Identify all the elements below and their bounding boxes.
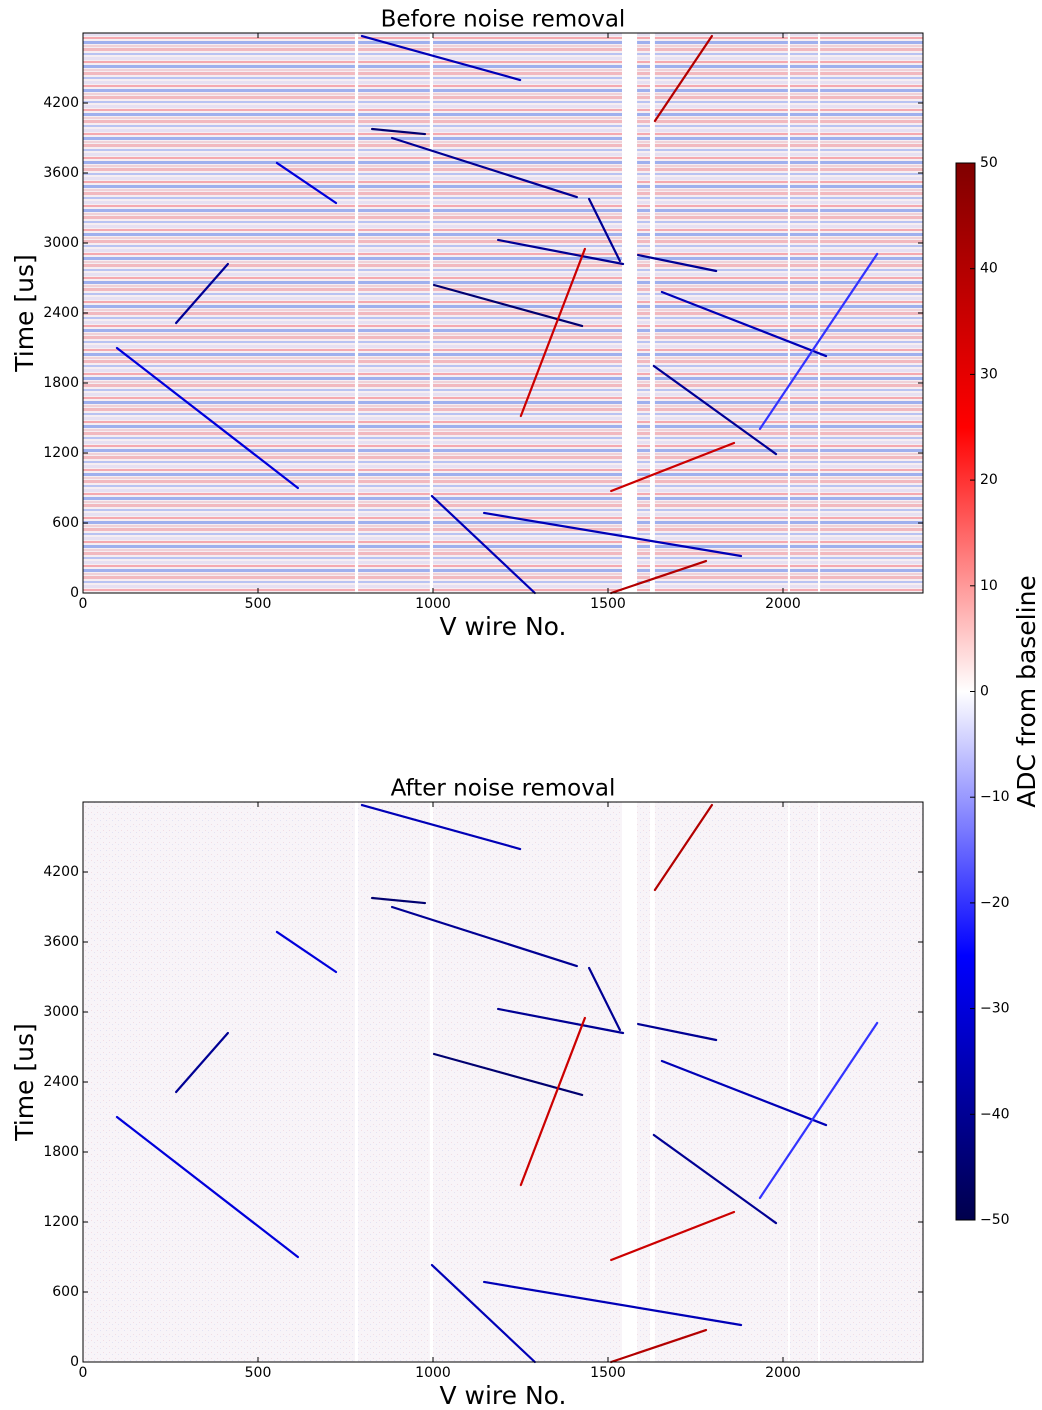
y-tick-label: 1800: [43, 1144, 79, 1160]
track: [758, 1021, 879, 1200]
dead-wire-band: [354, 802, 359, 1362]
track: [758, 252, 879, 431]
dead-wire-band: [622, 33, 638, 593]
track: [483, 1280, 743, 1327]
track: [519, 247, 587, 418]
plot-background: [83, 33, 923, 593]
colorbar-tick-label: 30: [980, 366, 998, 382]
x-tick-label: 500: [245, 1365, 272, 1381]
plot-background: [83, 802, 923, 1362]
track: [275, 161, 338, 205]
track: [652, 364, 778, 456]
track: [371, 896, 427, 905]
x-tick-label: 0: [79, 1365, 88, 1381]
colorbar-tick-label: −30: [980, 1001, 1010, 1017]
dead-wire-band: [650, 802, 655, 1362]
colorbar-tick-label: 0: [980, 684, 989, 700]
track: [610, 441, 736, 493]
y-tick-label: 600: [52, 515, 79, 531]
track: [115, 346, 299, 490]
colorbar-tick-label: −20: [980, 895, 1010, 911]
track: [390, 905, 578, 968]
y-tick-label: 3600: [43, 934, 79, 950]
track: [610, 1210, 736, 1262]
track: [636, 253, 718, 273]
dead-wire-band: [429, 33, 433, 593]
y-tick-label: 0: [70, 585, 79, 601]
colorbar-tick-label: 10: [980, 578, 998, 594]
track: [497, 1007, 625, 1035]
x-axis-label: V wire No.: [439, 1381, 566, 1410]
track: [519, 1016, 587, 1187]
track: [175, 1031, 229, 1094]
y-tick-label: 3000: [43, 1004, 79, 1020]
x-tick-label: 1500: [590, 1365, 626, 1381]
track: [371, 127, 427, 136]
track: [587, 966, 622, 1032]
track: [660, 290, 828, 358]
chart-title: After noise removal: [391, 776, 616, 802]
y-tick-label: 3600: [43, 165, 79, 181]
track: [390, 136, 578, 199]
track: [430, 1263, 536, 1364]
y-tick-label: 1200: [43, 445, 79, 461]
dead-wire-band: [818, 33, 821, 593]
colorbar-tick-label: 20: [980, 472, 998, 488]
colorbar-tick-label: −40: [980, 1106, 1010, 1122]
track: [610, 559, 708, 595]
y-tick-label: 0: [70, 1354, 79, 1370]
x-axis-label: V wire No.: [439, 612, 566, 641]
x-tick-label: 1000: [415, 1365, 451, 1381]
colorbar-tick-label: −10: [980, 789, 1010, 805]
track: [175, 262, 229, 325]
chart-title: Before noise removal: [381, 7, 626, 33]
dead-wire-band: [650, 33, 655, 593]
track: [653, 34, 714, 123]
x-tick-label: 500: [245, 596, 272, 612]
colorbar-label: ADC from baseline: [1012, 575, 1041, 808]
y-axis-label: Time [us]: [10, 254, 39, 373]
track: [587, 197, 622, 263]
track: [483, 511, 743, 558]
x-tick-label: 1000: [415, 596, 451, 612]
y-tick-label: 1800: [43, 375, 79, 391]
y-tick-label: 2400: [43, 1074, 79, 1090]
x-tick-label: 1500: [590, 596, 626, 612]
colorbar-tick-label: 50: [980, 155, 998, 171]
track: [360, 803, 522, 851]
colorbar-tick-label: 40: [980, 261, 998, 277]
track: [497, 238, 625, 266]
dead-wire-band: [787, 33, 790, 593]
y-axis-label: Time [us]: [10, 1023, 39, 1142]
track: [275, 930, 338, 974]
y-tick-label: 4200: [43, 864, 79, 880]
dead-wire-band: [429, 802, 433, 1362]
x-tick-label: 2000: [765, 1365, 801, 1381]
track: [653, 803, 714, 892]
y-tick-label: 3000: [43, 235, 79, 251]
x-tick-label: 2000: [765, 596, 801, 612]
track: [430, 494, 536, 595]
dead-wire-band: [818, 802, 821, 1362]
dead-wire-band: [354, 33, 359, 593]
y-tick-label: 4200: [43, 95, 79, 111]
dead-wire-band: [787, 802, 790, 1362]
y-tick-label: 2400: [43, 305, 79, 321]
y-tick-label: 600: [52, 1284, 79, 1300]
track: [610, 1328, 708, 1364]
x-tick-label: 0: [79, 596, 88, 612]
track: [652, 1133, 778, 1225]
y-tick-label: 1200: [43, 1214, 79, 1230]
track: [115, 1115, 299, 1259]
dead-wire-band: [622, 802, 638, 1362]
colorbar-tick-label: −50: [980, 1212, 1010, 1228]
track: [636, 1022, 718, 1042]
track: [660, 1059, 828, 1127]
track: [360, 34, 522, 82]
